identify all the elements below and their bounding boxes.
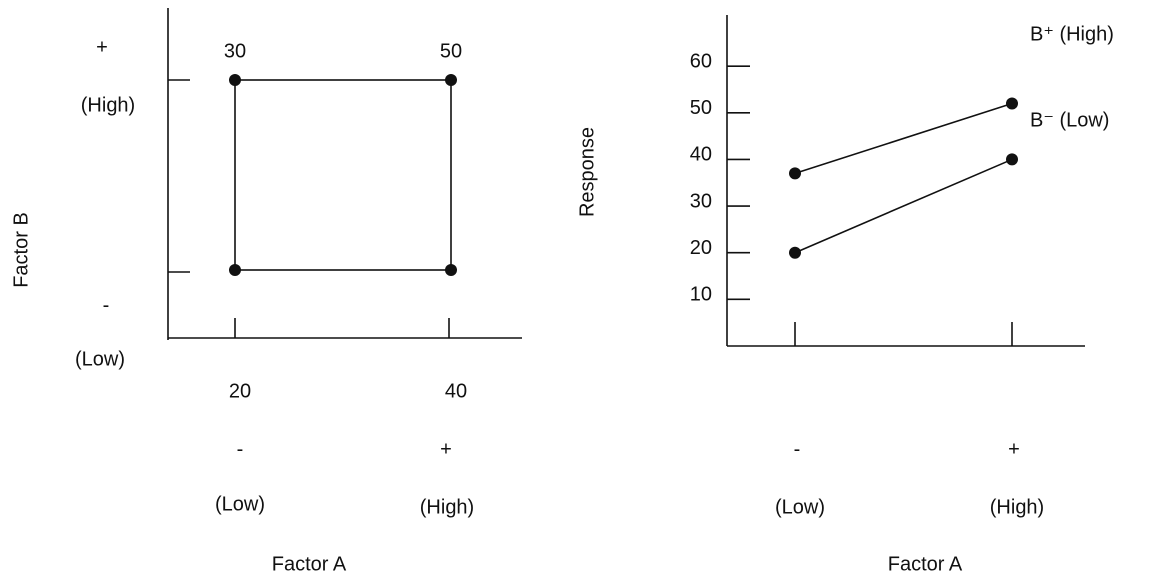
y-tick-label: 20 <box>690 237 712 259</box>
design-square: Factor B + (High) - (Low) - (Low) + (Hig… <box>10 8 522 575</box>
y-tick-label: 40 <box>690 144 712 166</box>
x-tick-label: - <box>794 438 801 460</box>
corner-value: 50 <box>440 40 462 62</box>
level: (High) <box>420 496 474 518</box>
sign: - <box>237 438 244 460</box>
sign: + <box>440 438 452 460</box>
y-tick-label: 30 <box>690 190 712 212</box>
series-label: B⁺ (High) <box>1030 24 1114 46</box>
y-tick-label: 10 <box>690 284 712 306</box>
level: (Low) <box>215 493 265 515</box>
corner-point <box>229 264 241 276</box>
y-tick-label: 50 <box>690 97 712 119</box>
x-tick-sublabel: (High) <box>990 496 1044 518</box>
y-tick-label: 60 <box>690 50 712 72</box>
sign: + <box>96 36 108 58</box>
x-label: Factor A <box>888 553 963 575</box>
series-label: B⁻ (Low) <box>1030 110 1109 132</box>
level: (High) <box>81 94 135 116</box>
square <box>234 79 452 271</box>
data-point <box>789 167 801 180</box>
data-point <box>1006 97 1018 110</box>
data-point <box>1006 153 1018 166</box>
corner-value: 20 <box>229 380 251 402</box>
corner-point <box>445 74 457 86</box>
x-label: Factor A <box>272 553 347 575</box>
x-tick-label: + <box>1008 438 1020 460</box>
corner-point <box>229 74 241 86</box>
corner-value: 40 <box>445 380 467 402</box>
corner-value: 30 <box>224 40 246 62</box>
level: (Low) <box>75 348 125 370</box>
corner-point <box>445 264 457 276</box>
data-point <box>789 246 801 259</box>
series-line <box>794 158 1013 254</box>
sign: - <box>103 294 110 316</box>
y-label: Response <box>576 127 598 217</box>
response-chart: Response Factor A <box>576 15 1085 575</box>
x-tick-sublabel: (Low) <box>775 496 825 518</box>
y-label: Factor B <box>10 212 32 288</box>
series-line <box>794 102 1013 175</box>
